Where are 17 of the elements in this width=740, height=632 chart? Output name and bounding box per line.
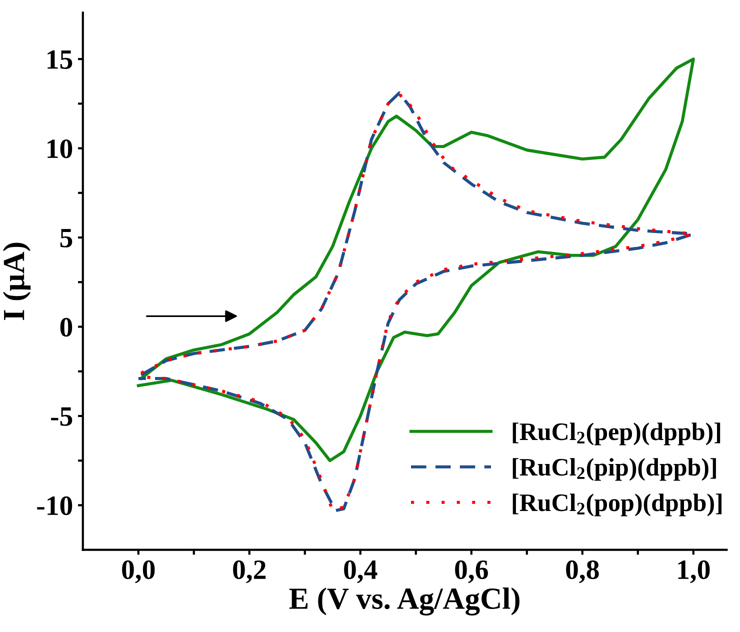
- legend-label: [RuCl$_{2}$(pip)(dppb)]: [512, 458, 716, 481]
- x-tick-label: 1,0: [678, 560, 710, 584]
- y-tick-label: 5: [60, 228, 72, 248]
- y-axis-title: I (µA): [2, 242, 31, 320]
- y-tick-label: -5: [51, 407, 72, 426]
- legend-label: [RuCl$_{2}$(pop)(dppb)]: [512, 494, 722, 516]
- y-tick-label: -10: [37, 496, 72, 516]
- x-tick-label: 0,0: [122, 560, 155, 584]
- x-tick-label: 0,4: [344, 560, 378, 584]
- x-axis-title: E (V vs. Ag/AgCl): [289, 588, 520, 616]
- y-tick-label: 0: [60, 318, 72, 337]
- x-tick-label: 0,8: [566, 560, 599, 584]
- y-tick-label: 10: [48, 139, 72, 158]
- y-tick-label: 15: [48, 50, 72, 69]
- x-tick-label: 0,2: [233, 560, 266, 584]
- legend-label: [RuCl$_{2}$(pep)(dppb)]: [512, 422, 720, 446]
- x-tick-label: 0,6: [455, 560, 488, 584]
